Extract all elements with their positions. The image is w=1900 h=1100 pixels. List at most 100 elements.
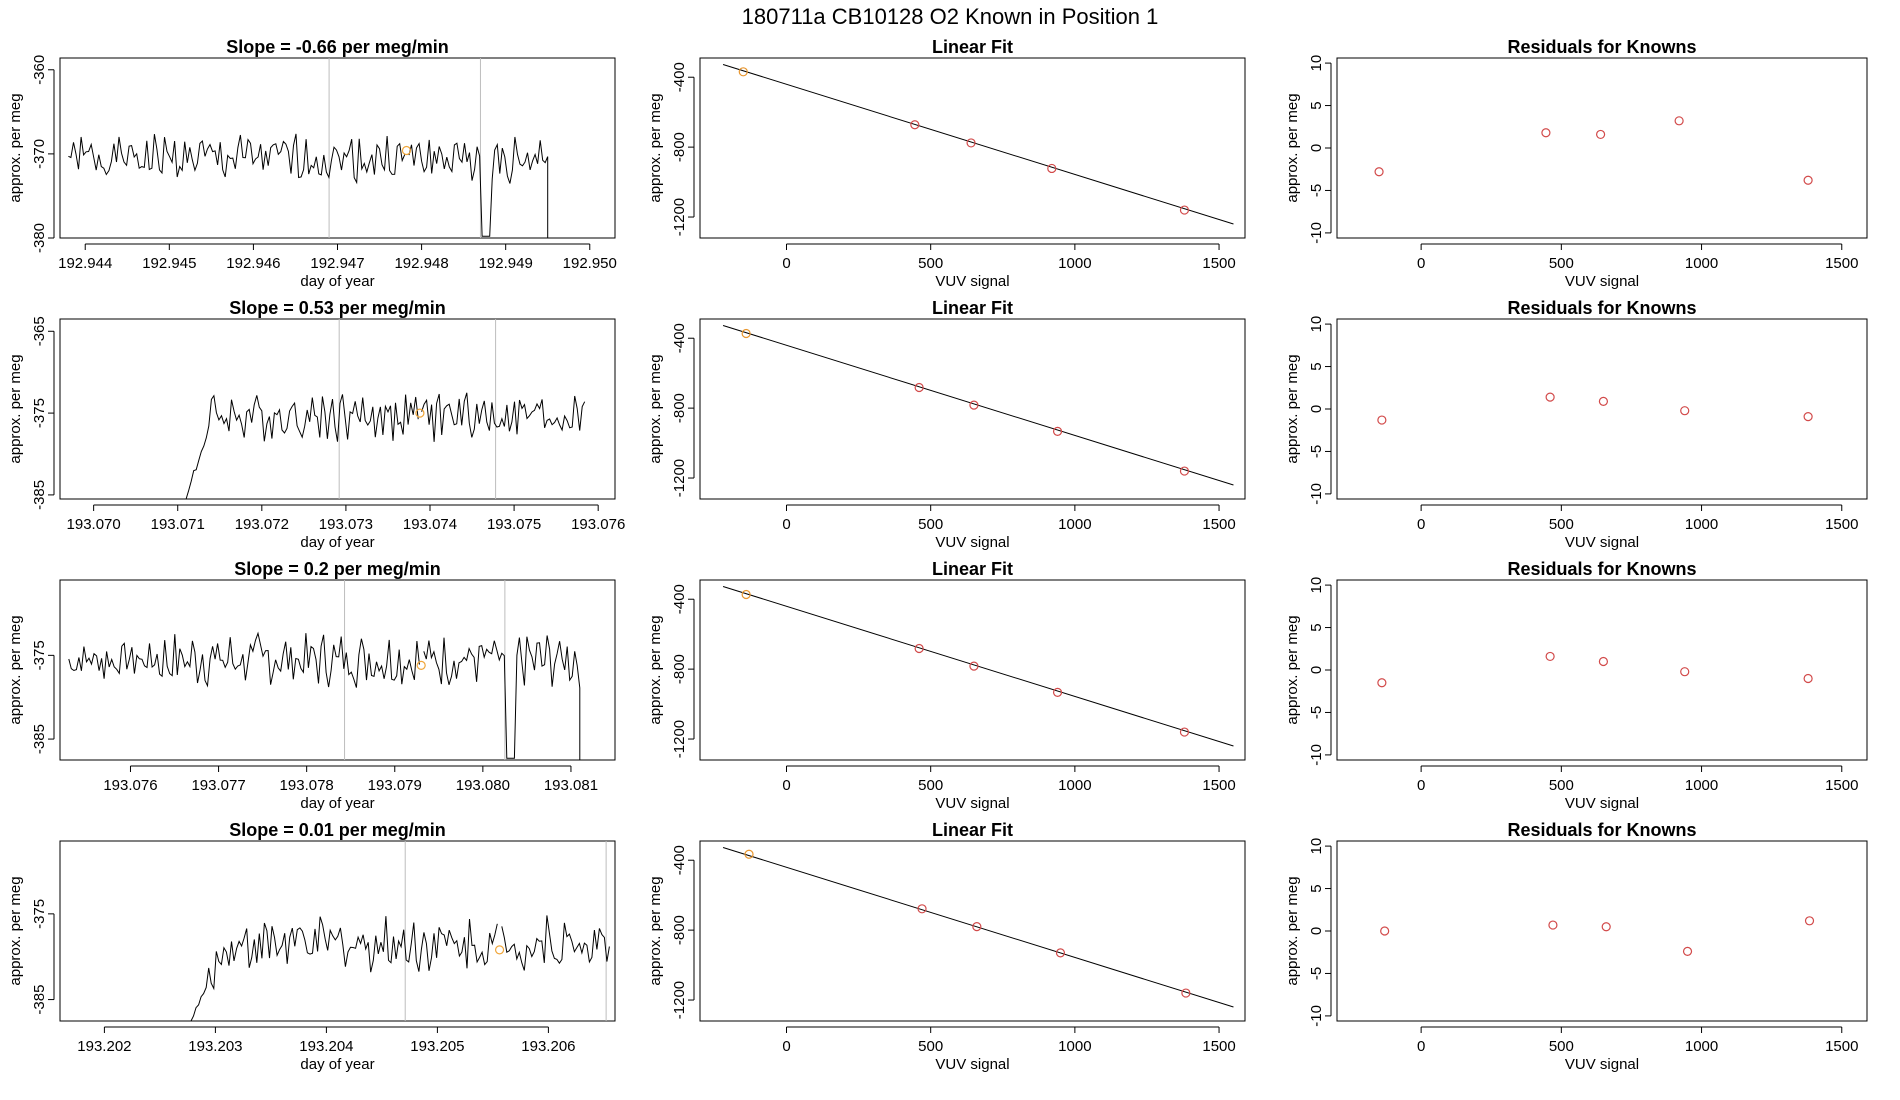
mean-marker (415, 408, 425, 418)
x-tick-label: 1500 (1825, 255, 1858, 272)
x-tick-label: 193.205 (410, 1038, 464, 1055)
residual-point (1377, 415, 1387, 425)
y-axis-label: approx. per meg (7, 615, 24, 724)
y-axis: -380 -370 -360 approx. per meg (7, 55, 55, 253)
residual-point (1601, 922, 1611, 932)
known-point (1179, 205, 1190, 215)
x-axis: 193.070 193.071 193.072 193.073 193.074 193.0… (67, 504, 625, 551)
panel-res1: Residuals for Knowns 0 500 1000 1500 VUV sign… (1284, 37, 1868, 290)
known-point (914, 643, 924, 654)
panel-title: Slope = 0.53 per meg/min (229, 298, 446, 318)
known-point (910, 120, 920, 130)
y-tick-label: -5 (1308, 184, 1325, 197)
x-axis-label: VUV signal (1565, 273, 1639, 290)
y-axis-label: approx. per meg (647, 93, 664, 202)
panel-res4: Residuals for Knowns 0 500 1000 1500 VUV sign… (1284, 820, 1868, 1073)
x-tick-label: 500 (918, 777, 943, 794)
plot-content (185, 319, 586, 499)
panel-title: Slope = 0.2 per meg/min (234, 559, 441, 579)
plot-frame (1336, 840, 1868, 1022)
x-tick-label: 193.071 (151, 516, 205, 533)
page-title: 180711a CB10128 O2 Known in Position 1 (742, 4, 1159, 29)
residual-point (1374, 167, 1384, 177)
y-axis-label: approx. per meg (1284, 354, 1301, 463)
y-axis: -385 -375 -365 approx. per meg (7, 316, 55, 510)
x-axis: 0 500 1000 1500 VUV signal (782, 1026, 1236, 1073)
y-tick-label: 10 (1308, 577, 1325, 594)
panel-title: Residuals for Knowns (1507, 37, 1696, 57)
x-axis: 193.202 193.203 193.204 193.205 193.206 day o… (77, 1026, 576, 1073)
x-tick-label: 1500 (1825, 516, 1858, 533)
y-tick-label: -360 (31, 55, 48, 85)
known-point (1181, 988, 1191, 998)
plot-content (722, 585, 1234, 747)
x-tick-label: 1500 (1202, 777, 1235, 794)
known-point (966, 138, 976, 148)
x-tick-label: 0 (782, 1038, 790, 1055)
panel-fit4: Linear Fit 0 500 1000 1500 VUV signal -1200 -80… (647, 820, 1246, 1073)
x-tick-label: 1500 (1202, 1038, 1235, 1055)
plot-content (722, 63, 1234, 225)
residual-point (1803, 412, 1813, 422)
x-tick-label: 192.944 (58, 255, 112, 272)
x-axis: 0 500 1000 1500 VUV signal (1417, 765, 1858, 812)
mean-marker (416, 660, 426, 670)
y-tick-label: 10 (1308, 55, 1325, 72)
x-axis-label: day of year (300, 273, 374, 290)
x-axis-label: VUV signal (1565, 534, 1639, 551)
residual-point (1803, 175, 1813, 185)
x-tick-label: 1000 (1058, 1038, 1091, 1055)
y-tick-label: -5 (1308, 967, 1325, 980)
y-axis: -1200 -800 -400 approx. per meg (647, 845, 695, 1019)
plot-frame (1336, 318, 1868, 500)
x-tick-label: 500 (1549, 516, 1574, 533)
x-tick-label: 193.204 (299, 1038, 353, 1055)
known-point (917, 904, 927, 914)
residual-point (1541, 128, 1551, 138)
residual-point (1377, 678, 1387, 688)
x-tick-label: 193.073 (319, 516, 373, 533)
panel-title: Linear Fit (932, 298, 1013, 318)
y-tick-label: -5 (1308, 445, 1325, 458)
x-tick-label: 193.070 (67, 516, 121, 533)
panel-title: Linear Fit (932, 559, 1013, 579)
plot-frame (59, 318, 616, 500)
x-tick-label: 193.202 (77, 1038, 131, 1055)
x-tick-label: 500 (1549, 1038, 1574, 1055)
plot-content (722, 324, 1234, 486)
y-tick-label: -385 (31, 985, 48, 1015)
y-axis-label: approx. per meg (647, 615, 664, 724)
x-tick-label: 0 (1417, 516, 1425, 533)
x-axis-label: day of year (300, 534, 374, 551)
y-axis-label: approx. per meg (1284, 615, 1301, 724)
y-tick-label: -10 (1308, 222, 1325, 244)
panel-fit2: Linear Fit 0 500 1000 1500 VUV signal -1200 -80… (647, 298, 1246, 551)
y-axis-label: approx. per meg (647, 876, 664, 985)
x-tick-label: 0 (782, 516, 790, 533)
plot-content (68, 580, 581, 760)
plot-content (1377, 651, 1813, 688)
x-axis: 192.944 192.945 192.946 192.947 192.948 192.9… (58, 243, 617, 290)
sample-point (744, 849, 754, 859)
y-tick-label: -800 (671, 393, 688, 423)
residual-point (1598, 656, 1609, 667)
x-tick-label: 1500 (1202, 255, 1235, 272)
known-point (1052, 426, 1063, 436)
x-tick-label: 0 (1417, 777, 1425, 794)
y-tick-label: 0 (1308, 927, 1325, 935)
y-tick-label: -365 (31, 316, 48, 346)
series-line (68, 631, 420, 688)
panel-ts2: Slope = 0.53 per meg/min 193.070 193.071 19… (7, 298, 625, 551)
fit-line (722, 63, 1234, 225)
y-tick-label: -800 (671, 654, 688, 684)
y-tick-label: -1200 (671, 720, 688, 758)
x-tick-label: 192.947 (310, 255, 364, 272)
series-line (423, 635, 581, 760)
series-line (68, 133, 406, 185)
y-tick-label: 5 (1308, 362, 1325, 370)
y-axis: -1200 -800 -400 approx. per meg (647, 62, 695, 236)
y-tick-label: -385 (31, 480, 48, 510)
